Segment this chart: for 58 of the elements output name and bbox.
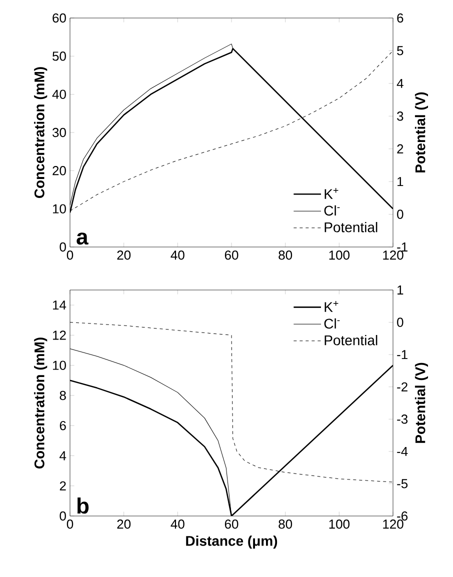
y2-tick-label: 0: [397, 210, 404, 219]
annotation: a: [76, 232, 88, 245]
x-tick-label: 100: [329, 520, 350, 529]
x-tick-label: 60: [224, 520, 238, 529]
x-tick-label: 20: [117, 520, 131, 529]
legend-label: Cl$^{-}$: [324, 205, 340, 216]
x-tick-label: 40: [170, 520, 184, 529]
x-tick-label: 100: [329, 250, 350, 260]
y-tick-label: 2: [60, 481, 66, 490]
y-axis-title: Concentration (mM): [34, 338, 48, 469]
y2-tick-label: 6: [397, 13, 404, 23]
y-tick-label: 12: [52, 330, 66, 340]
y2-tick-label: -2: [397, 382, 408, 392]
y2-tick-label: 2: [397, 144, 404, 154]
legend-label: Potential: [324, 335, 378, 346]
y-axis-title: Concentration (mM): [34, 67, 48, 198]
y2-tick-label: 1: [398, 177, 404, 186]
y2-tick-label: 1: [398, 286, 404, 294]
x-tick-label: 120: [383, 520, 404, 529]
y2-tick-label: 3: [397, 112, 404, 121]
y2-tick-label: 4: [396, 78, 404, 88]
x-tick-label: 20: [117, 250, 131, 260]
y2-tick-label: -1: [397, 350, 408, 360]
y-tick-label: 0: [60, 511, 66, 521]
y2-tick-label: -6: [397, 511, 408, 521]
y2-axis-title: Potential (V): [414, 92, 428, 172]
y2-tick-label: -5: [397, 479, 408, 488]
annotation: b: [77, 498, 89, 514]
y2-tick-label: 5: [397, 46, 404, 56]
x-tick-label: 0: [66, 250, 74, 260]
legend-label: K$^{+}$: [324, 188, 338, 199]
x-tick-label: 80: [278, 250, 292, 260]
y-tick-label: 14: [52, 300, 66, 310]
y-tick-label: 10: [52, 360, 66, 370]
y2-axis-title: Potential (V): [414, 362, 428, 443]
x-tick-label: 40: [170, 250, 184, 260]
legend-label: Cl$^{-}$: [324, 318, 340, 329]
y2-tick-label: -1: [397, 242, 408, 252]
legend-label: K$^{+}$: [324, 300, 338, 312]
y2-tick-label: -3: [397, 414, 408, 424]
y-tick-label: 40: [52, 90, 66, 99]
x-tick-label: 60: [224, 250, 238, 260]
y-tick-label: 10: [52, 204, 66, 214]
x-tick-label: 120: [383, 250, 404, 260]
y2-tick-label: 0: [397, 318, 404, 327]
y-tick-label: 20: [52, 166, 66, 176]
y-tick-label: 60: [52, 13, 66, 23]
y-tick-label: 4: [60, 451, 66, 460]
legend-label: Potential: [324, 222, 378, 232]
y-tick-label: 50: [52, 52, 66, 61]
x-tick-label: 0: [66, 520, 74, 529]
x-tick-label: 80: [278, 520, 292, 529]
y2-tick-label: -4: [397, 446, 408, 456]
y-tick-label: 8: [60, 390, 66, 400]
y-tick-label: 0: [60, 242, 66, 252]
y-tick-label: 30: [52, 128, 66, 138]
y-tick-label: 6: [60, 420, 66, 430]
x-axis-title: Distance (μm): [186, 536, 278, 549]
